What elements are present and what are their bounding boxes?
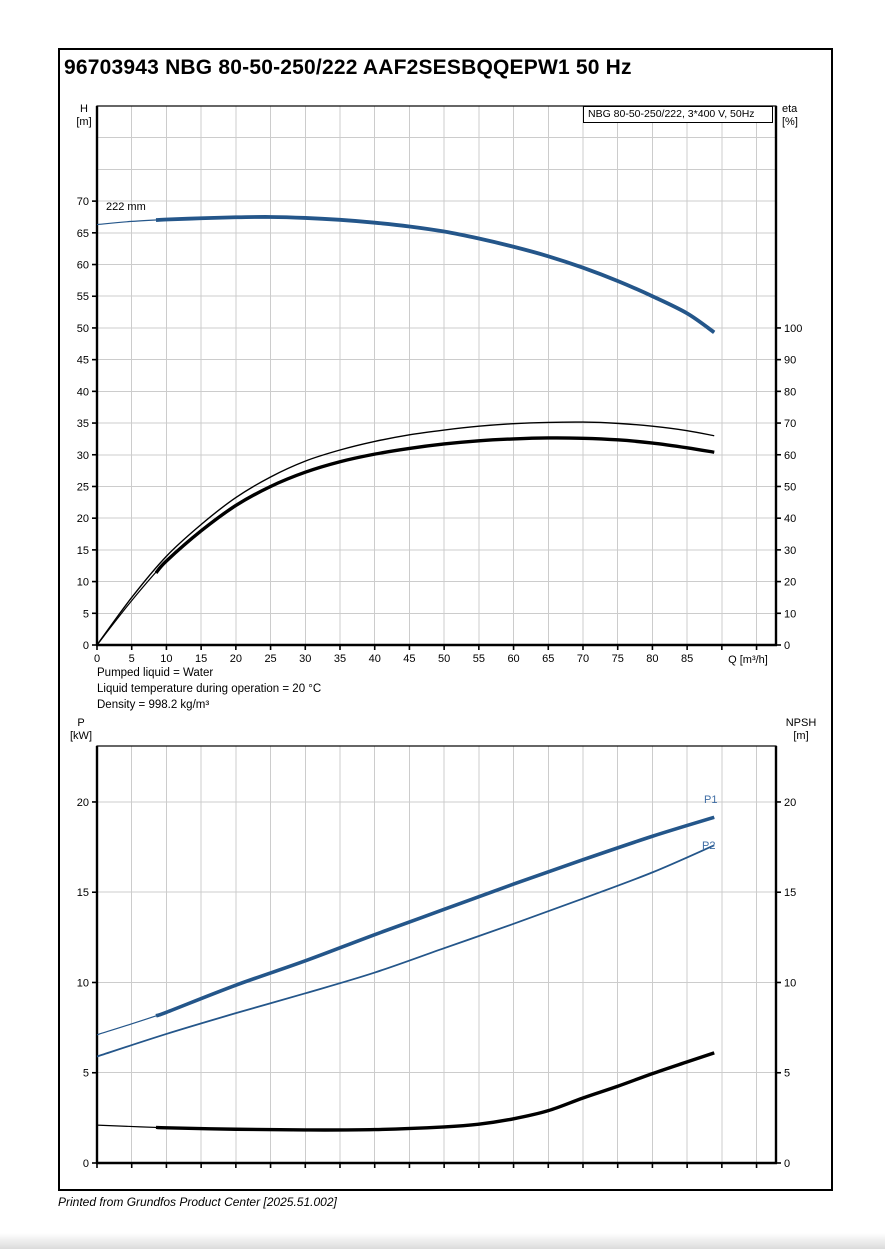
svg-text:10: 10 [77, 577, 89, 589]
info-line-density: Density = 998.2 kg/m³ [97, 699, 210, 711]
svg-text:75: 75 [612, 653, 624, 665]
svg-text:0: 0 [784, 640, 790, 652]
svg-text:5: 5 [83, 608, 89, 620]
svg-text:15: 15 [195, 653, 207, 665]
hq-eta-chart: 0510152025303540455055606570010203040506… [77, 105, 802, 666]
info-line-pumped-liquid: Pumped liquid = Water [97, 667, 214, 679]
svg-text:20: 20 [784, 797, 796, 809]
document-frame [58, 48, 833, 1191]
footer-text: Printed from Grundfos Product Center [20… [58, 1195, 337, 1209]
svg-text:55: 55 [473, 653, 485, 665]
svg-text:30: 30 [299, 653, 311, 665]
svg-text:40: 40 [784, 513, 796, 525]
page-title: 96703943 NBG 80-50-250/222 AAF2SESBQQEPW… [64, 56, 632, 79]
eta-axis-label: eta [%] [782, 103, 798, 128]
svg-text:5: 5 [129, 653, 135, 665]
svg-text:20: 20 [77, 797, 89, 809]
svg-text:80: 80 [784, 386, 796, 398]
svg-text:60: 60 [77, 260, 89, 272]
power-npsh-chart: 0 5 10 15 20 0 5 10 15 20 [77, 745, 796, 1170]
svg-text:0: 0 [83, 1158, 89, 1170]
svg-text:45: 45 [403, 653, 415, 665]
legend-box: NBG 80-50-250/222, 3*400 V, 50Hz [583, 106, 773, 123]
svg-text:15: 15 [77, 545, 89, 557]
svg-text:90: 90 [784, 355, 796, 367]
svg-text:10: 10 [784, 608, 796, 620]
svg-text:60: 60 [784, 450, 796, 462]
svg-text:20: 20 [77, 513, 89, 525]
svg-text:20: 20 [230, 653, 242, 665]
svg-text:100: 100 [784, 323, 802, 335]
svg-text:5: 5 [83, 1068, 89, 1080]
svg-text:60: 60 [507, 653, 519, 665]
svg-text:0: 0 [784, 1158, 790, 1170]
svg-text:10: 10 [77, 977, 89, 989]
svg-text:85: 85 [681, 653, 693, 665]
svg-text:Q [m³/h]: Q [m³/h] [728, 654, 768, 666]
svg-text:70: 70 [784, 418, 796, 430]
p2-curve-label: P2 [702, 840, 716, 852]
svg-text:15: 15 [784, 887, 796, 899]
svg-text:70: 70 [77, 196, 89, 208]
svg-text:65: 65 [77, 228, 89, 240]
svg-text:30: 30 [784, 545, 796, 557]
svg-text:30: 30 [77, 450, 89, 462]
liquid-info-block: Pumped liquid = Water Liquid temperature… [97, 665, 321, 713]
svg-text:55: 55 [77, 291, 89, 303]
impeller-diameter-label: 222 mm [106, 201, 146, 213]
svg-text:10: 10 [160, 653, 172, 665]
svg-text:50: 50 [438, 653, 450, 665]
svg-text:70: 70 [577, 653, 589, 665]
info-line-temperature: Liquid temperature during operation = 20… [97, 683, 322, 695]
svg-text:0: 0 [83, 640, 89, 652]
npsh-axis-label: NPSH [m] [785, 717, 817, 742]
svg-text:80: 80 [646, 653, 658, 665]
svg-text:25: 25 [264, 653, 276, 665]
h-axis-label: H [m] [76, 103, 92, 128]
svg-text:35: 35 [334, 653, 346, 665]
svg-text:25: 25 [77, 481, 89, 493]
svg-text:35: 35 [77, 418, 89, 430]
svg-text:65: 65 [542, 653, 554, 665]
svg-text:40: 40 [369, 653, 381, 665]
svg-text:40: 40 [77, 386, 89, 398]
p1-curve-label: P1 [704, 794, 718, 806]
svg-text:50: 50 [77, 323, 89, 335]
svg-text:15: 15 [77, 887, 89, 899]
page-bottom-shadow [0, 1233, 885, 1249]
svg-text:20: 20 [784, 577, 796, 589]
p-axis-label: P [kW] [70, 717, 92, 742]
svg-text:45: 45 [77, 355, 89, 367]
svg-text:5: 5 [784, 1068, 790, 1080]
svg-text:50: 50 [784, 481, 796, 493]
svg-text:10: 10 [784, 977, 796, 989]
svg-text:0: 0 [94, 653, 100, 665]
